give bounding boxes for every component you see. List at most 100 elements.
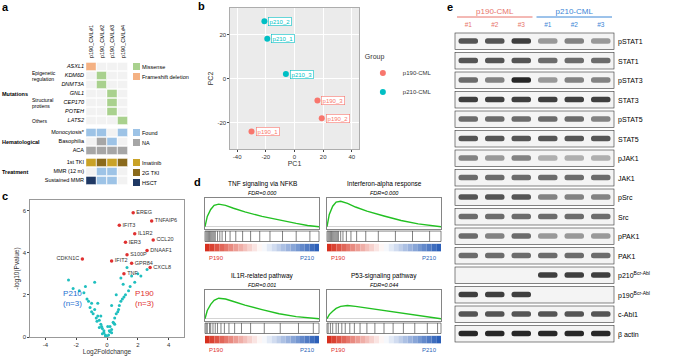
- svg-text:pSrc: pSrc: [618, 194, 633, 202]
- svg-text:HSCT: HSCT: [142, 180, 158, 186]
- svg-text:#2: #2: [571, 21, 579, 28]
- svg-text:CXCL8: CXCL8: [153, 264, 171, 270]
- svg-text:Hematological: Hematological: [2, 139, 40, 145]
- svg-text:40: 40: [348, 154, 355, 160]
- svg-text:IL1R-related pathway: IL1R-related pathway: [231, 272, 294, 280]
- svg-text:Src: Src: [618, 214, 629, 221]
- svg-text:Group: Group: [365, 53, 385, 61]
- svg-text:PAK1: PAK1: [618, 253, 635, 260]
- svg-text:GNL1: GNL1: [70, 90, 84, 96]
- svg-text:ASXL1: ASXL1: [66, 63, 84, 69]
- svg-text:PC2: PC2: [207, 72, 214, 86]
- svg-text:#3: #3: [518, 21, 526, 28]
- svg-text:0: 0: [23, 334, 27, 340]
- svg-text:FDR=0.044: FDR=0.044: [370, 282, 398, 288]
- svg-text:STAT3: STAT3: [618, 97, 639, 104]
- svg-text:e: e: [447, 1, 453, 13]
- svg-text:Found: Found: [142, 130, 158, 136]
- svg-text:EREG: EREG: [136, 209, 152, 215]
- svg-text:p190_CML#2: p190_CML#2: [99, 25, 105, 58]
- svg-text:pJAK1: pJAK1: [618, 155, 639, 163]
- svg-text:IL1R2: IL1R2: [138, 230, 153, 236]
- svg-text:P190: P190: [331, 347, 346, 353]
- svg-text:pSTAT5: pSTAT5: [618, 116, 643, 124]
- svg-text:-40: -40: [233, 154, 242, 160]
- svg-text:CCL20: CCL20: [156, 236, 173, 242]
- svg-text:p190_2: p190_2: [328, 116, 349, 122]
- svg-text:Log2Foldchange: Log2Foldchange: [83, 348, 132, 356]
- svg-text:LATS2: LATS2: [68, 117, 84, 123]
- svg-text:Interferon-alpha response: Interferon-alpha response: [347, 180, 422, 188]
- svg-text:pSTAT1: pSTAT1: [618, 38, 643, 46]
- svg-text:p190_3: p190_3: [323, 98, 344, 104]
- svg-text:P190: P190: [209, 347, 224, 353]
- svg-text:FDR=0.000: FDR=0.000: [248, 190, 277, 196]
- svg-text:p190-CML: p190-CML: [403, 70, 432, 76]
- svg-text:STAT5: STAT5: [618, 136, 639, 143]
- svg-text:p210-CML: p210-CML: [556, 7, 594, 16]
- svg-text:CEP170: CEP170: [64, 99, 85, 105]
- svg-text:TNF signaling via NFKB: TNF signaling via NFKB: [228, 180, 297, 188]
- svg-text:JAK1: JAK1: [618, 175, 635, 182]
- svg-text:20: 20: [320, 154, 327, 160]
- svg-text:IFIT2: IFIT2: [115, 257, 128, 263]
- svg-text:STAT1: STAT1: [618, 58, 639, 65]
- svg-text:TNFAIP6: TNFAIP6: [155, 217, 177, 223]
- svg-text:P210: P210: [422, 347, 437, 353]
- svg-text:IFIT3: IFIT3: [123, 222, 136, 228]
- svg-text:P53-signaling pathway: P53-signaling pathway: [351, 272, 417, 280]
- svg-text:6: 6: [23, 208, 27, 214]
- svg-text:IER3: IER3: [129, 239, 141, 245]
- svg-text:pPAK1: pPAK1: [618, 233, 639, 241]
- svg-text:FDR=0.001: FDR=0.001: [248, 282, 276, 288]
- svg-text:P190: P190: [209, 255, 224, 261]
- svg-text:#2: #2: [491, 21, 499, 28]
- svg-text:p210Bcr-Abl: p210Bcr-Abl: [618, 270, 650, 280]
- svg-text:p210_2: p210_2: [270, 19, 291, 25]
- svg-text:Others: Others: [32, 118, 48, 124]
- svg-text:p190Bcr-Abl: p190Bcr-Abl: [618, 290, 650, 300]
- svg-text:regulation: regulation: [32, 76, 54, 82]
- svg-text:1st TKI: 1st TKI: [67, 159, 85, 165]
- svg-text:p190_CML#3: p190_CML#3: [109, 25, 115, 58]
- svg-text:Missense: Missense: [142, 64, 165, 70]
- svg-text:PC1: PC1: [288, 160, 302, 167]
- svg-text:-20: -20: [261, 154, 270, 160]
- svg-text:Sustained MMR: Sustained MMR: [45, 177, 84, 183]
- svg-text:0: 0: [105, 342, 109, 348]
- svg-text:p190_1: p190_1: [258, 129, 279, 135]
- svg-text:P210: P210: [300, 255, 315, 261]
- svg-text:pSTAT3: pSTAT3: [618, 77, 643, 85]
- svg-text:0: 0: [293, 154, 297, 160]
- svg-text:c-Abl1: c-Abl1: [618, 311, 638, 318]
- svg-text:DNMT3A: DNMT3A: [61, 81, 84, 87]
- svg-text:p190_CML#4: p190_CML#4: [120, 25, 126, 58]
- svg-text:Basophilia: Basophilia: [59, 138, 85, 144]
- svg-text:POTEH: POTEH: [65, 108, 84, 114]
- svg-text:2G TKI: 2G TKI: [142, 170, 160, 176]
- svg-text:#1: #1: [544, 21, 552, 28]
- svg-text:KDM6D: KDM6D: [65, 72, 84, 78]
- svg-text:p210-CML: p210-CML: [403, 89, 432, 95]
- svg-text:DNAAF1: DNAAF1: [150, 247, 172, 253]
- svg-text:4: 4: [167, 342, 171, 348]
- svg-text:-20: -20: [218, 120, 227, 126]
- svg-text:-4: -4: [43, 342, 49, 348]
- svg-text:S100P: S100P: [130, 251, 147, 257]
- svg-text:p210_3: p210_3: [292, 72, 313, 78]
- svg-text:-2: -2: [74, 342, 80, 348]
- svg-text:2: 2: [136, 342, 140, 348]
- svg-text:P210(n=3): P210(n=3): [63, 289, 82, 308]
- svg-text:-log10(Pvalue): -log10(Pvalue): [13, 247, 21, 289]
- svg-text:p190-CML: p190-CML: [476, 7, 514, 16]
- svg-text:Imatinib: Imatinib: [142, 160, 161, 166]
- svg-text:P210: P210: [422, 255, 437, 261]
- svg-text:4: 4: [23, 250, 27, 256]
- svg-text:Mutations: Mutations: [2, 91, 28, 97]
- svg-text:β actin: β actin: [618, 331, 639, 339]
- svg-text:ACA: ACA: [73, 147, 85, 153]
- svg-text:2: 2: [23, 292, 27, 298]
- svg-text:MMR (12 m): MMR (12 m): [53, 168, 84, 174]
- svg-text:p210_1: p210_1: [273, 36, 294, 42]
- svg-text:0: 0: [223, 76, 227, 82]
